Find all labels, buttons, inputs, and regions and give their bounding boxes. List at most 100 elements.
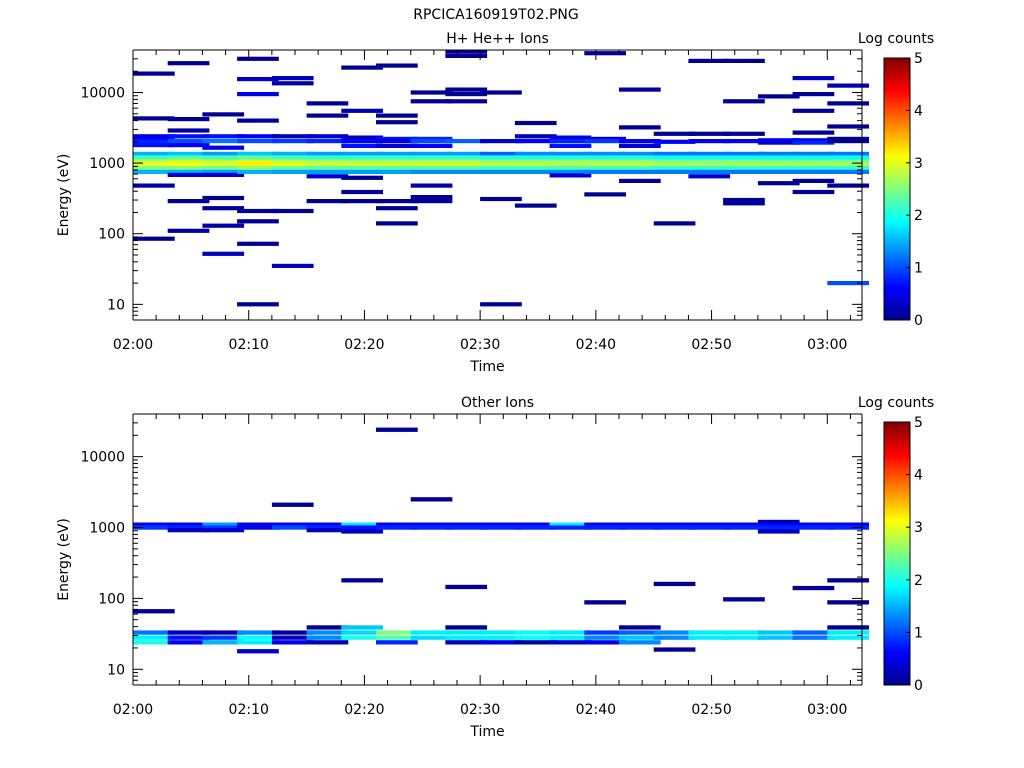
heatmap-cell — [167, 117, 210, 122]
heatmap-cell — [271, 139, 314, 144]
heatmap-cell — [133, 183, 175, 188]
heatmap-cell — [723, 630, 765, 635]
heatmap-cell — [341, 139, 383, 144]
heatmap-cell — [792, 635, 835, 640]
heatmap-cell — [306, 625, 349, 630]
heatmap-cell — [688, 131, 731, 136]
heatmap-cell — [341, 189, 383, 195]
heatmap-cell — [445, 139, 488, 144]
heatmap-cell — [341, 65, 383, 70]
colorbar-label: Log counts — [858, 31, 934, 47]
heatmap-cell — [723, 169, 765, 174]
x-tick-label: 02:10 — [229, 702, 269, 718]
heatmap-cell — [757, 155, 800, 160]
heatmap-cell — [792, 585, 835, 591]
heatmap-cell — [792, 151, 835, 156]
heatmap-cell — [445, 155, 488, 160]
heatmap-cell — [688, 522, 731, 527]
heatmap-cell — [167, 61, 210, 66]
heatmap-cell — [827, 101, 869, 106]
heatmap-cell — [584, 166, 626, 171]
heatmap-cell — [133, 640, 175, 645]
heatmap-cell — [167, 128, 210, 133]
heatmap-cell — [827, 162, 869, 167]
heatmap-cell — [237, 302, 279, 307]
heatmap-cell — [376, 206, 418, 211]
x-tick-label: 03:00 — [807, 702, 847, 718]
heatmap-cell — [619, 143, 661, 148]
heatmap-cell — [619, 87, 661, 92]
heatmap-cell — [688, 169, 731, 174]
heatmap-cell — [341, 522, 383, 527]
heatmap-cell — [271, 162, 314, 167]
x-axis-label: Time — [469, 359, 504, 375]
heatmap-cell — [133, 166, 175, 171]
heatmap-cell — [827, 635, 869, 640]
heatmap-cell — [306, 134, 349, 139]
heatmap-cell — [688, 166, 731, 171]
heatmap-cell — [133, 71, 175, 76]
heatmap-cell — [445, 525, 488, 530]
heatmap-cell — [584, 136, 626, 141]
heatmap-cell — [619, 522, 661, 527]
heatmap-cell — [167, 169, 210, 174]
heatmap-cell — [167, 159, 210, 164]
heatmap-cell — [549, 135, 592, 140]
heatmap-cell — [757, 630, 800, 635]
heatmap-cell — [306, 522, 349, 527]
heatmap-cell — [306, 113, 349, 118]
heatmap-cell — [619, 166, 661, 171]
heatmap-cell — [133, 139, 175, 144]
heatmap-cell — [445, 99, 488, 104]
heatmap-cell — [341, 162, 383, 167]
heatmap-cell — [827, 600, 869, 605]
heatmap-cell — [584, 635, 626, 640]
heatmap-cell — [723, 159, 765, 164]
heatmap-cell — [757, 529, 800, 534]
heatmap-cell — [549, 640, 592, 645]
heatmap-cell — [445, 92, 488, 97]
heatmap-cell — [306, 640, 349, 645]
heatmap-cell — [410, 630, 453, 635]
heatmap-cell — [688, 162, 731, 167]
heatmap-cell — [653, 635, 696, 640]
heatmap-cell — [376, 199, 418, 204]
heatmap-cell — [757, 525, 800, 530]
heatmap-cell — [480, 302, 522, 307]
heatmap-cell — [792, 159, 835, 164]
heatmap-cell — [202, 206, 245, 211]
heatmap-cell — [445, 169, 488, 174]
heatmap-cell — [723, 597, 765, 602]
heatmap-cell — [549, 162, 592, 167]
heatmap-cell — [792, 138, 835, 143]
heatmap-cell — [133, 162, 175, 167]
heatmap-cell — [133, 609, 175, 614]
heatmap-cell — [306, 162, 349, 167]
heatmap-cell — [688, 139, 731, 144]
colorbar-tick-label: 1 — [914, 261, 923, 277]
colorbar-tick-label: 0 — [914, 313, 923, 329]
heatmap-cell — [619, 178, 661, 183]
heatmap-cell — [827, 578, 869, 583]
heatmap-cell — [306, 166, 349, 171]
heatmap-cell — [757, 138, 800, 143]
heatmap-cell — [376, 113, 418, 118]
heatmap-cell — [584, 159, 626, 164]
heatmap-cell — [410, 183, 453, 188]
heatmap-cell — [133, 134, 175, 139]
heatmap-cell — [133, 143, 175, 148]
heatmap-cell — [619, 640, 661, 645]
heatmap-cell — [653, 162, 696, 167]
heatmap-cell — [792, 525, 835, 530]
heatmap-cell — [202, 151, 245, 156]
heatmap-cell — [167, 155, 210, 160]
heatmap-cell — [549, 143, 592, 148]
heatmap-cell — [167, 228, 210, 233]
heatmap-cell — [549, 151, 592, 156]
heatmap-cell — [202, 630, 245, 635]
heatmap-cell — [757, 151, 800, 156]
heatmap-cell — [410, 195, 453, 200]
heatmap-cell — [376, 640, 418, 645]
heatmap-cell — [757, 94, 800, 99]
heatmap-cell — [202, 635, 245, 640]
